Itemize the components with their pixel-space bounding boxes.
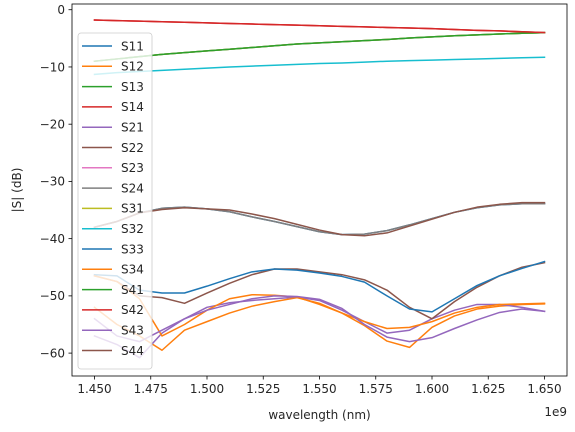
y-tick-label: −30 [40,175,65,189]
x-tick-label: 1.650 [527,382,561,396]
series-line-s13 [93,31,546,63]
x-tick-label: 1.600 [415,382,449,396]
y-tick-label: −60 [40,346,65,360]
legend: S11 S12 S13 S14 S21 S22 S23 S24 S31 S32 S33 S34 S41 S… [77,32,153,370]
y-axis-label: |S| (dB) [10,168,24,213]
legend-label-s34: S34 [121,263,144,277]
legend-label-s33: S33 [121,242,144,256]
x-tick-label: 1.575 [359,382,393,396]
y-tick-label: −40 [40,232,65,246]
y-tick-label: −20 [40,117,65,131]
x-tick-label: 1.450 [77,382,111,396]
series-line-s22 [93,261,546,320]
legend-label-s44: S44 [121,344,144,358]
y-tick-label: −10 [40,60,65,74]
x-axis: 1.450 1.475 1.500 1.525 1.550 1.575 1.600 1.625… [77,376,562,396]
series-line-s21 [93,296,546,359]
series-line-s43 [93,295,546,343]
legend-label-s32: S32 [121,222,144,236]
series-layer [93,19,546,359]
series-line-s42 [93,19,546,34]
legend-label-s24: S24 [121,181,144,195]
x-tick-label: 1.625 [471,382,505,396]
series-line-s33 [93,260,546,313]
legend-label-s12: S12 [121,60,144,74]
series-line-s23 [93,31,546,63]
legend-label-s43: S43 [121,324,144,338]
legend-label-s11: S11 [121,39,144,53]
series-line-s44 [93,201,546,237]
x-tick-label: 1.475 [134,382,168,396]
series-line-s32 [93,56,546,76]
y-tick-label: −50 [40,289,65,303]
legend-label-s22: S22 [121,141,144,155]
series-line-s12 [93,296,546,351]
series-line-s34 [93,274,546,337]
legend-label-s42: S42 [121,303,144,317]
x-tick-label: 1.525 [246,382,280,396]
legend-label-s13: S13 [121,80,144,94]
y-tick-label: 0 [57,3,65,17]
legend-frame [77,32,153,370]
x-axis-label: wavelength (nm) [268,408,370,422]
x-offset-label: 1e9 [544,405,567,419]
legend-label-s23: S23 [121,161,144,175]
x-tick-label: 1.500 [190,382,224,396]
legend-label-s21: S21 [121,121,144,135]
legend-label-s14: S14 [121,100,144,114]
y-axis: 0 −10 −20 −30 −40 −50 −60 [40,3,72,360]
legend-label-s41: S41 [121,283,144,297]
series-line-s41 [93,31,546,63]
series-line-s31 [93,31,546,63]
x-tick-label: 1.550 [302,382,336,396]
legend-label-s31: S31 [121,202,144,216]
